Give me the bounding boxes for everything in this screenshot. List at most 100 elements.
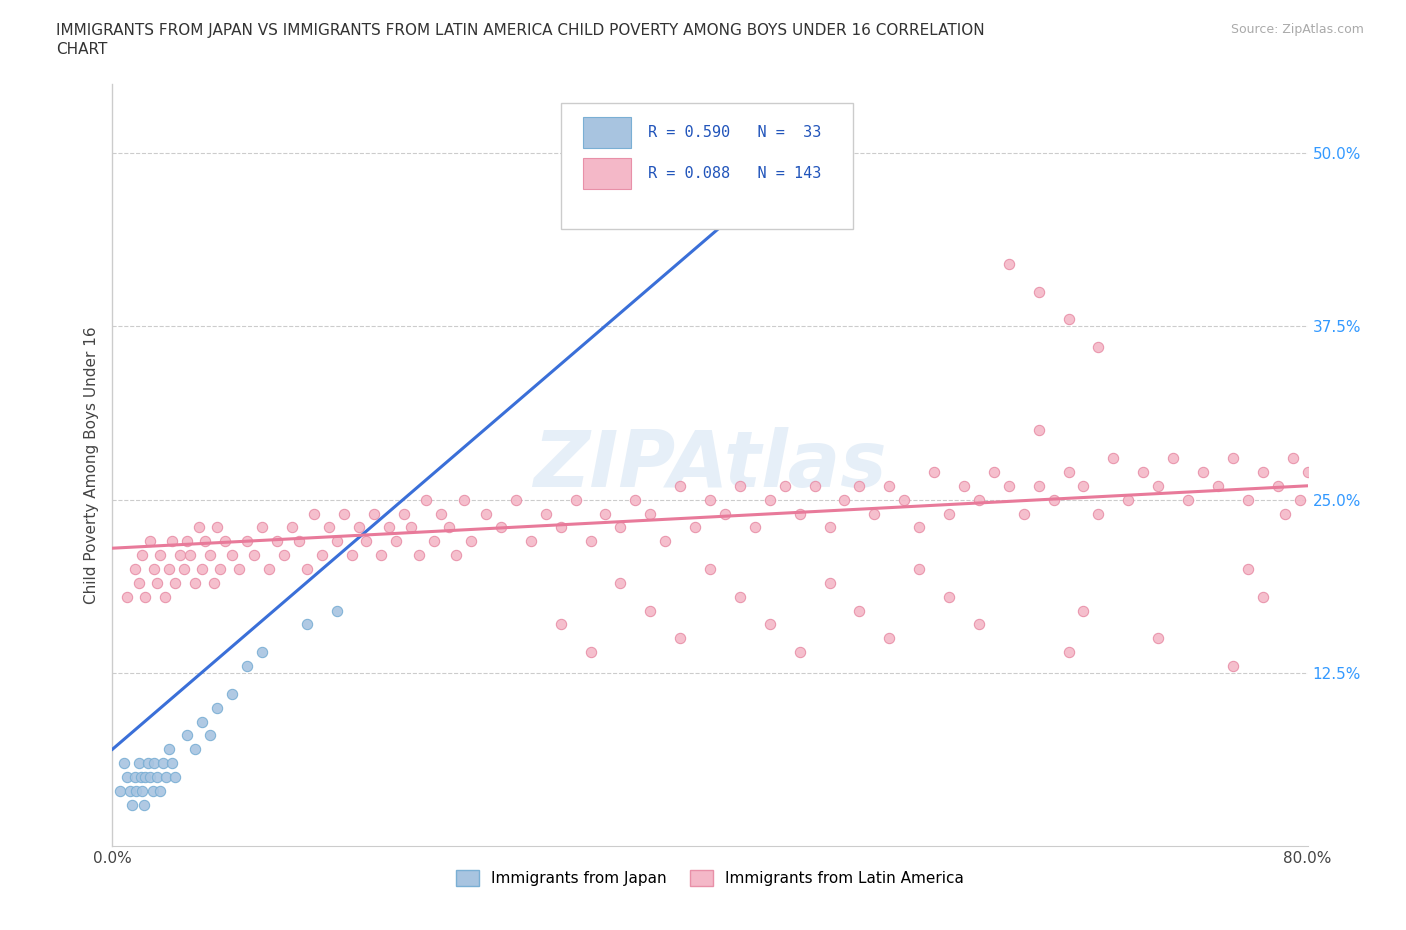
Point bbox=[221, 548, 243, 563]
Point bbox=[938, 590, 960, 604]
Point bbox=[259, 562, 281, 577]
Point bbox=[624, 492, 647, 507]
Point bbox=[669, 631, 692, 645]
Point bbox=[848, 478, 870, 493]
Point bbox=[773, 478, 796, 493]
Point bbox=[640, 604, 662, 618]
Text: ZIPAtlas: ZIPAtlas bbox=[533, 427, 887, 503]
Point bbox=[124, 562, 146, 577]
Point bbox=[333, 506, 356, 521]
Point bbox=[1147, 631, 1170, 645]
Point bbox=[1289, 492, 1312, 507]
Point bbox=[908, 562, 931, 577]
Point bbox=[1267, 478, 1289, 493]
Point bbox=[143, 756, 166, 771]
Point bbox=[579, 534, 602, 549]
Point bbox=[908, 520, 931, 535]
Point bbox=[131, 548, 153, 563]
Point bbox=[117, 590, 139, 604]
Point bbox=[340, 548, 363, 563]
Point bbox=[714, 506, 737, 521]
Point bbox=[162, 756, 183, 771]
Point bbox=[108, 783, 131, 798]
Point bbox=[378, 520, 401, 535]
Y-axis label: Child Poverty Among Boys Under 16: Child Poverty Among Boys Under 16 bbox=[83, 326, 98, 604]
Point bbox=[1042, 492, 1064, 507]
Point bbox=[157, 562, 180, 577]
Point bbox=[879, 631, 901, 645]
Point bbox=[1028, 478, 1050, 493]
Point bbox=[236, 534, 259, 549]
Point bbox=[1206, 478, 1229, 493]
Point bbox=[1147, 478, 1170, 493]
Point bbox=[1237, 562, 1260, 577]
Text: R = 0.088   N = 143: R = 0.088 N = 143 bbox=[648, 166, 821, 181]
Point bbox=[356, 534, 378, 549]
Point bbox=[385, 534, 408, 549]
Point bbox=[967, 492, 990, 507]
Point bbox=[191, 562, 214, 577]
Point bbox=[183, 576, 205, 591]
Text: CHART: CHART bbox=[56, 42, 108, 57]
Point bbox=[325, 534, 347, 549]
Point bbox=[475, 506, 498, 521]
Point bbox=[288, 534, 311, 549]
Point bbox=[221, 686, 243, 701]
Point bbox=[139, 769, 162, 784]
Point bbox=[125, 783, 148, 798]
Point bbox=[1192, 464, 1215, 479]
Point bbox=[415, 492, 437, 507]
Point bbox=[922, 464, 945, 479]
Point bbox=[198, 548, 221, 563]
Point bbox=[146, 576, 169, 591]
Point bbox=[444, 548, 467, 563]
Point bbox=[165, 576, 187, 591]
Text: IMMIGRANTS FROM JAPAN VS IMMIGRANTS FROM LATIN AMERICA CHILD POVERTY AMONG BOYS : IMMIGRANTS FROM JAPAN VS IMMIGRANTS FROM… bbox=[56, 23, 984, 38]
Point bbox=[1296, 464, 1319, 479]
Point bbox=[173, 562, 195, 577]
Point bbox=[302, 506, 325, 521]
Point bbox=[1161, 451, 1184, 466]
Point bbox=[1028, 285, 1050, 299]
Point bbox=[1237, 492, 1260, 507]
Point bbox=[162, 534, 183, 549]
Point bbox=[699, 492, 721, 507]
Point bbox=[295, 617, 318, 631]
Point bbox=[1087, 339, 1109, 354]
Point bbox=[1222, 658, 1244, 673]
Point bbox=[759, 492, 782, 507]
Point bbox=[179, 548, 201, 563]
Point bbox=[789, 644, 811, 659]
Point bbox=[759, 617, 782, 631]
Point bbox=[1102, 451, 1125, 466]
Point bbox=[1177, 492, 1199, 507]
Point bbox=[609, 576, 631, 591]
Point bbox=[236, 658, 259, 673]
Point bbox=[640, 506, 662, 521]
Point bbox=[128, 756, 150, 771]
Point bbox=[347, 520, 370, 535]
Point bbox=[128, 576, 150, 591]
Point bbox=[202, 576, 225, 591]
Point bbox=[129, 769, 152, 784]
Point bbox=[243, 548, 266, 563]
Point bbox=[153, 590, 176, 604]
Point bbox=[609, 520, 631, 535]
Point bbox=[392, 506, 415, 521]
Point bbox=[460, 534, 482, 549]
Point bbox=[834, 492, 856, 507]
Point bbox=[1118, 492, 1140, 507]
Point bbox=[408, 548, 430, 563]
Point bbox=[579, 644, 602, 659]
Point bbox=[120, 783, 142, 798]
Point bbox=[143, 562, 166, 577]
Point bbox=[1251, 590, 1274, 604]
Point bbox=[117, 769, 139, 784]
Point bbox=[534, 506, 557, 521]
Point bbox=[138, 756, 160, 771]
Point bbox=[453, 492, 475, 507]
Point bbox=[437, 520, 460, 535]
Point bbox=[228, 562, 250, 577]
Point bbox=[879, 478, 901, 493]
Point bbox=[124, 769, 146, 784]
